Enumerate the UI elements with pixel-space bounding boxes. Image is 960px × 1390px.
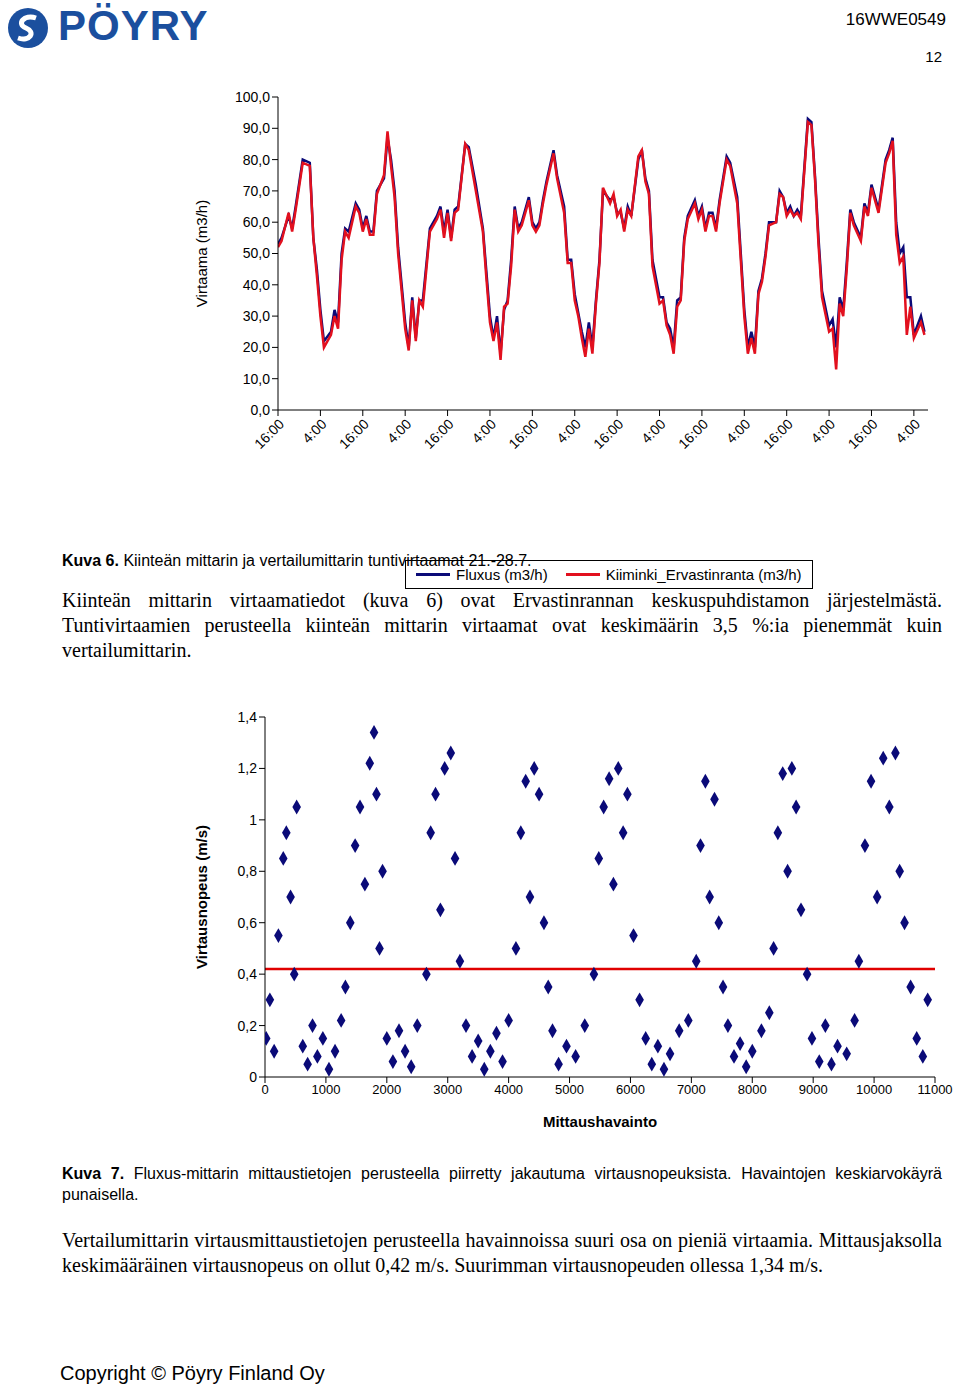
svg-text:4000: 4000 bbox=[494, 1082, 523, 1097]
svg-text:6000: 6000 bbox=[616, 1082, 645, 1097]
svg-text:16:00: 16:00 bbox=[336, 416, 372, 452]
html-text:Kuva 6. Kiinteän mittarin ja v: Kuva 6. Kiinteän mittarin ja vertailumit… bbox=[62, 552, 532, 569]
html-text:Copyright © Pöyry Finland Oy: Copyright © Pöyry Finland Oy bbox=[60, 1362, 325, 1384]
svg-text:0,2: 0,2 bbox=[238, 1018, 258, 1034]
svg-text:40,0: 40,0 bbox=[243, 277, 270, 293]
svg-text:4:00: 4:00 bbox=[469, 416, 500, 447]
svg-text:4:00: 4:00 bbox=[299, 416, 330, 447]
html-text:Kuva 7.: Kuva 7. bbox=[62, 1165, 125, 1182]
svg-text:80,0: 80,0 bbox=[243, 152, 270, 168]
svg-text:1: 1 bbox=[249, 812, 257, 828]
svg-text:10000: 10000 bbox=[856, 1082, 892, 1097]
html-text:Fluxus (m3/h): Fluxus (m3/h) bbox=[456, 566, 548, 583]
svg-text:0,8: 0,8 bbox=[238, 863, 258, 879]
svg-text:8000: 8000 bbox=[738, 1082, 767, 1097]
svg-text:16:00: 16:00 bbox=[421, 416, 457, 452]
html-text:Fluxus-mittarin mittaustietoje: Fluxus-mittarin mittaustietojen perustee… bbox=[62, 1165, 942, 1203]
svg-text:4:00: 4:00 bbox=[723, 416, 754, 447]
svg-text:16:00: 16:00 bbox=[845, 416, 881, 452]
html-text:12: 12 bbox=[925, 48, 942, 65]
svg-text:11000: 11000 bbox=[917, 1082, 952, 1097]
svg-text:16:00: 16:00 bbox=[251, 416, 287, 452]
html-text:PÖYRY: PÖYRY bbox=[58, 2, 209, 49]
html-text:Kiinteän mittarin virtaamatied: Kiinteän mittarin virtaamatiedot (kuva 6… bbox=[62, 589, 942, 661]
svg-text:5000: 5000 bbox=[555, 1082, 584, 1097]
svg-text:0: 0 bbox=[249, 1069, 257, 1085]
svg-text:0: 0 bbox=[261, 1082, 268, 1097]
svg-text:30,0: 30,0 bbox=[243, 308, 270, 324]
svg-text:70,0: 70,0 bbox=[243, 183, 270, 199]
svg-text:16:00: 16:00 bbox=[760, 416, 796, 452]
svg-text:Mittaushavainto: Mittaushavainto bbox=[543, 1113, 657, 1130]
svg-text:10,0: 10,0 bbox=[243, 371, 270, 387]
svg-text:1000: 1000 bbox=[311, 1082, 340, 1097]
svg-text:0,0: 0,0 bbox=[251, 402, 271, 418]
svg-text:100,0: 100,0 bbox=[235, 89, 270, 105]
svg-text:4:00: 4:00 bbox=[384, 416, 415, 447]
html-text:Kiiminki_Ervastinranta (m3/h): Kiiminki_Ervastinranta (m3/h) bbox=[605, 566, 802, 583]
svg-text:7000: 7000 bbox=[677, 1082, 706, 1097]
html-text:16WWE0549: 16WWE0549 bbox=[845, 10, 946, 29]
svg-text:16:00: 16:00 bbox=[505, 416, 541, 452]
svg-text:2000: 2000 bbox=[372, 1082, 401, 1097]
svg-text:90,0: 90,0 bbox=[243, 120, 270, 136]
svg-text:9000: 9000 bbox=[799, 1082, 828, 1097]
svg-text:Virtaama (m3/h): Virtaama (m3/h) bbox=[193, 200, 210, 307]
svg-text:4:00: 4:00 bbox=[808, 416, 839, 447]
svg-text:1,2: 1,2 bbox=[238, 760, 258, 776]
svg-text:3000: 3000 bbox=[433, 1082, 462, 1097]
html-text:Vertailumittarin virtausmittau: Vertailumittarin virtausmittaustietojen … bbox=[62, 1229, 942, 1276]
svg-text:16:00: 16:00 bbox=[590, 416, 626, 452]
svg-text:16:00: 16:00 bbox=[675, 416, 711, 452]
svg-text:60,0: 60,0 bbox=[243, 214, 270, 230]
svg-text:20,0: 20,0 bbox=[243, 339, 270, 355]
svg-text:4:00: 4:00 bbox=[892, 416, 923, 447]
svg-text:0,6: 0,6 bbox=[238, 915, 258, 931]
svg-text:0,4: 0,4 bbox=[238, 966, 258, 982]
svg-text:50,0: 50,0 bbox=[243, 245, 270, 261]
svg-text:4:00: 4:00 bbox=[553, 416, 584, 447]
svg-text:1,4: 1,4 bbox=[238, 709, 258, 725]
svg-text:4:00: 4:00 bbox=[638, 416, 669, 447]
svg-text:Virtausnopeus (m/s): Virtausnopeus (m/s) bbox=[193, 825, 210, 969]
